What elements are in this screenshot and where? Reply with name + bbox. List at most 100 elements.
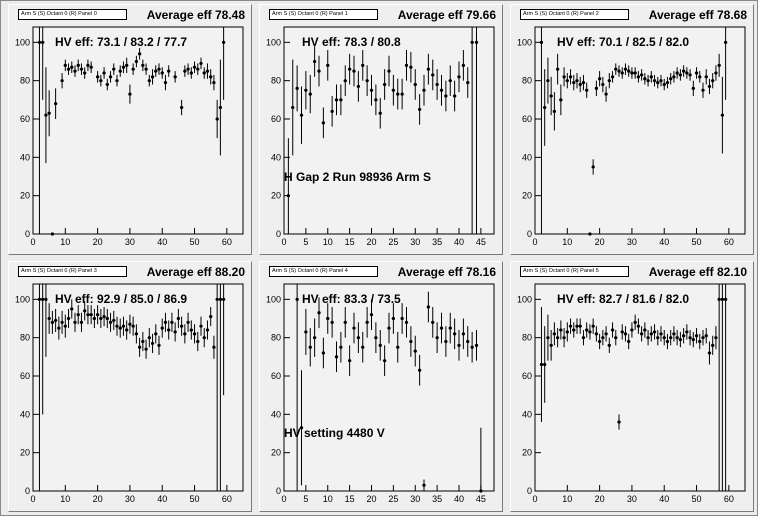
- marker: [643, 328, 647, 332]
- marker: [643, 77, 647, 81]
- marker: [202, 71, 206, 75]
- marker: [121, 324, 126, 328]
- data-point: [662, 78, 666, 91]
- marker: [665, 339, 670, 344]
- hv-eff-label: HV eff: 82.7 / 81.6 / 82.0: [557, 292, 690, 306]
- marker: [180, 105, 184, 110]
- marker: [448, 326, 452, 330]
- marker: [672, 332, 676, 336]
- x-tick-label: 30: [125, 494, 135, 504]
- marker: [138, 52, 142, 56]
- marker: [339, 345, 343, 349]
- marker: [189, 71, 193, 75]
- y-tick-label: 60: [271, 114, 281, 124]
- x-tick-label: 0: [281, 494, 286, 504]
- data-point: [672, 71, 676, 83]
- marker: [383, 359, 387, 363]
- data-point: [578, 76, 582, 93]
- marker: [189, 328, 193, 332]
- marker: [202, 336, 206, 340]
- data-point: [404, 50, 409, 81]
- x-tick-label: 40: [454, 494, 464, 504]
- marker: [694, 71, 699, 75]
- marker: [108, 320, 113, 324]
- marker: [549, 343, 553, 347]
- data-point: [365, 307, 369, 338]
- x-tick-label: 15: [345, 494, 355, 504]
- data-point: [108, 312, 113, 332]
- panel-tag: Arm S (S) Octant 0 (R) Panel 5: [520, 266, 629, 277]
- data-point: [391, 74, 395, 106]
- annotation: HV setting 4480 V: [284, 426, 385, 440]
- marker: [652, 330, 657, 334]
- marker: [334, 355, 339, 359]
- data-point: [572, 322, 576, 338]
- data-point: [633, 67, 637, 79]
- data-point: [105, 308, 109, 329]
- marker: [431, 320, 435, 324]
- data-point: [691, 331, 695, 348]
- data-point: [453, 80, 457, 112]
- data-point: [102, 67, 106, 79]
- marker: [620, 71, 624, 75]
- marker: [378, 343, 382, 347]
- data-point: [439, 312, 444, 344]
- data-point: [170, 312, 174, 332]
- marker: [391, 316, 395, 321]
- data-point: [44, 67, 48, 164]
- data-point: [646, 330, 650, 346]
- y-tick-label: 20: [522, 191, 532, 201]
- chart-svg: 0 5 10 15 20 25 30 35 40 45 0 20 40 60 80 100: [266, 283, 495, 504]
- marker: [317, 69, 321, 73]
- data-point: [163, 74, 168, 91]
- data-point: [675, 330, 679, 346]
- data-point: [308, 328, 312, 367]
- marker: [186, 320, 190, 324]
- marker: [559, 98, 563, 102]
- data-point: [86, 305, 90, 325]
- marker: [215, 297, 219, 301]
- x-tick-label: 40: [454, 237, 464, 247]
- marker: [63, 324, 67, 328]
- marker: [383, 82, 387, 87]
- data-point: [601, 330, 605, 346]
- marker: [356, 84, 360, 89]
- x-tick-label: 25: [388, 494, 398, 504]
- data-point: [92, 308, 96, 329]
- marker: [50, 320, 54, 324]
- data-point: [591, 318, 595, 334]
- y-tick-label: 80: [522, 333, 532, 343]
- data-point: [125, 320, 129, 340]
- marker: [426, 67, 430, 71]
- marker: [607, 343, 611, 347]
- data-point: [186, 63, 190, 75]
- y-tick-label: 20: [522, 448, 532, 458]
- marker: [361, 345, 365, 349]
- data-point: [678, 69, 682, 81]
- marker: [313, 59, 317, 64]
- marker: [150, 341, 155, 346]
- marker: [105, 82, 109, 87]
- marker: [556, 336, 560, 340]
- marker: [299, 426, 304, 430]
- marker: [688, 73, 692, 77]
- x-tick-label: 30: [627, 237, 637, 247]
- data-point: [627, 65, 631, 77]
- data-point: [675, 67, 679, 79]
- data-point: [361, 50, 365, 81]
- marker: [196, 67, 200, 71]
- data-point: [620, 324, 624, 340]
- x-tick-label: 10: [562, 237, 572, 247]
- data-point: [588, 324, 592, 340]
- marker: [118, 326, 122, 330]
- data-point: [581, 330, 586, 346]
- marker: [439, 326, 444, 330]
- chart-panel-1: 0 5 10 15 20 25 30 35 40 45 0 20 40 60 80 100 Arm S (S) …: [259, 4, 503, 255]
- data-point: [422, 74, 426, 106]
- y-tick-label: 40: [271, 409, 281, 419]
- marker: [565, 79, 569, 83]
- marker: [121, 65, 126, 69]
- data-point: [659, 74, 663, 87]
- data-point: [125, 57, 129, 73]
- data-point: [118, 65, 122, 77]
